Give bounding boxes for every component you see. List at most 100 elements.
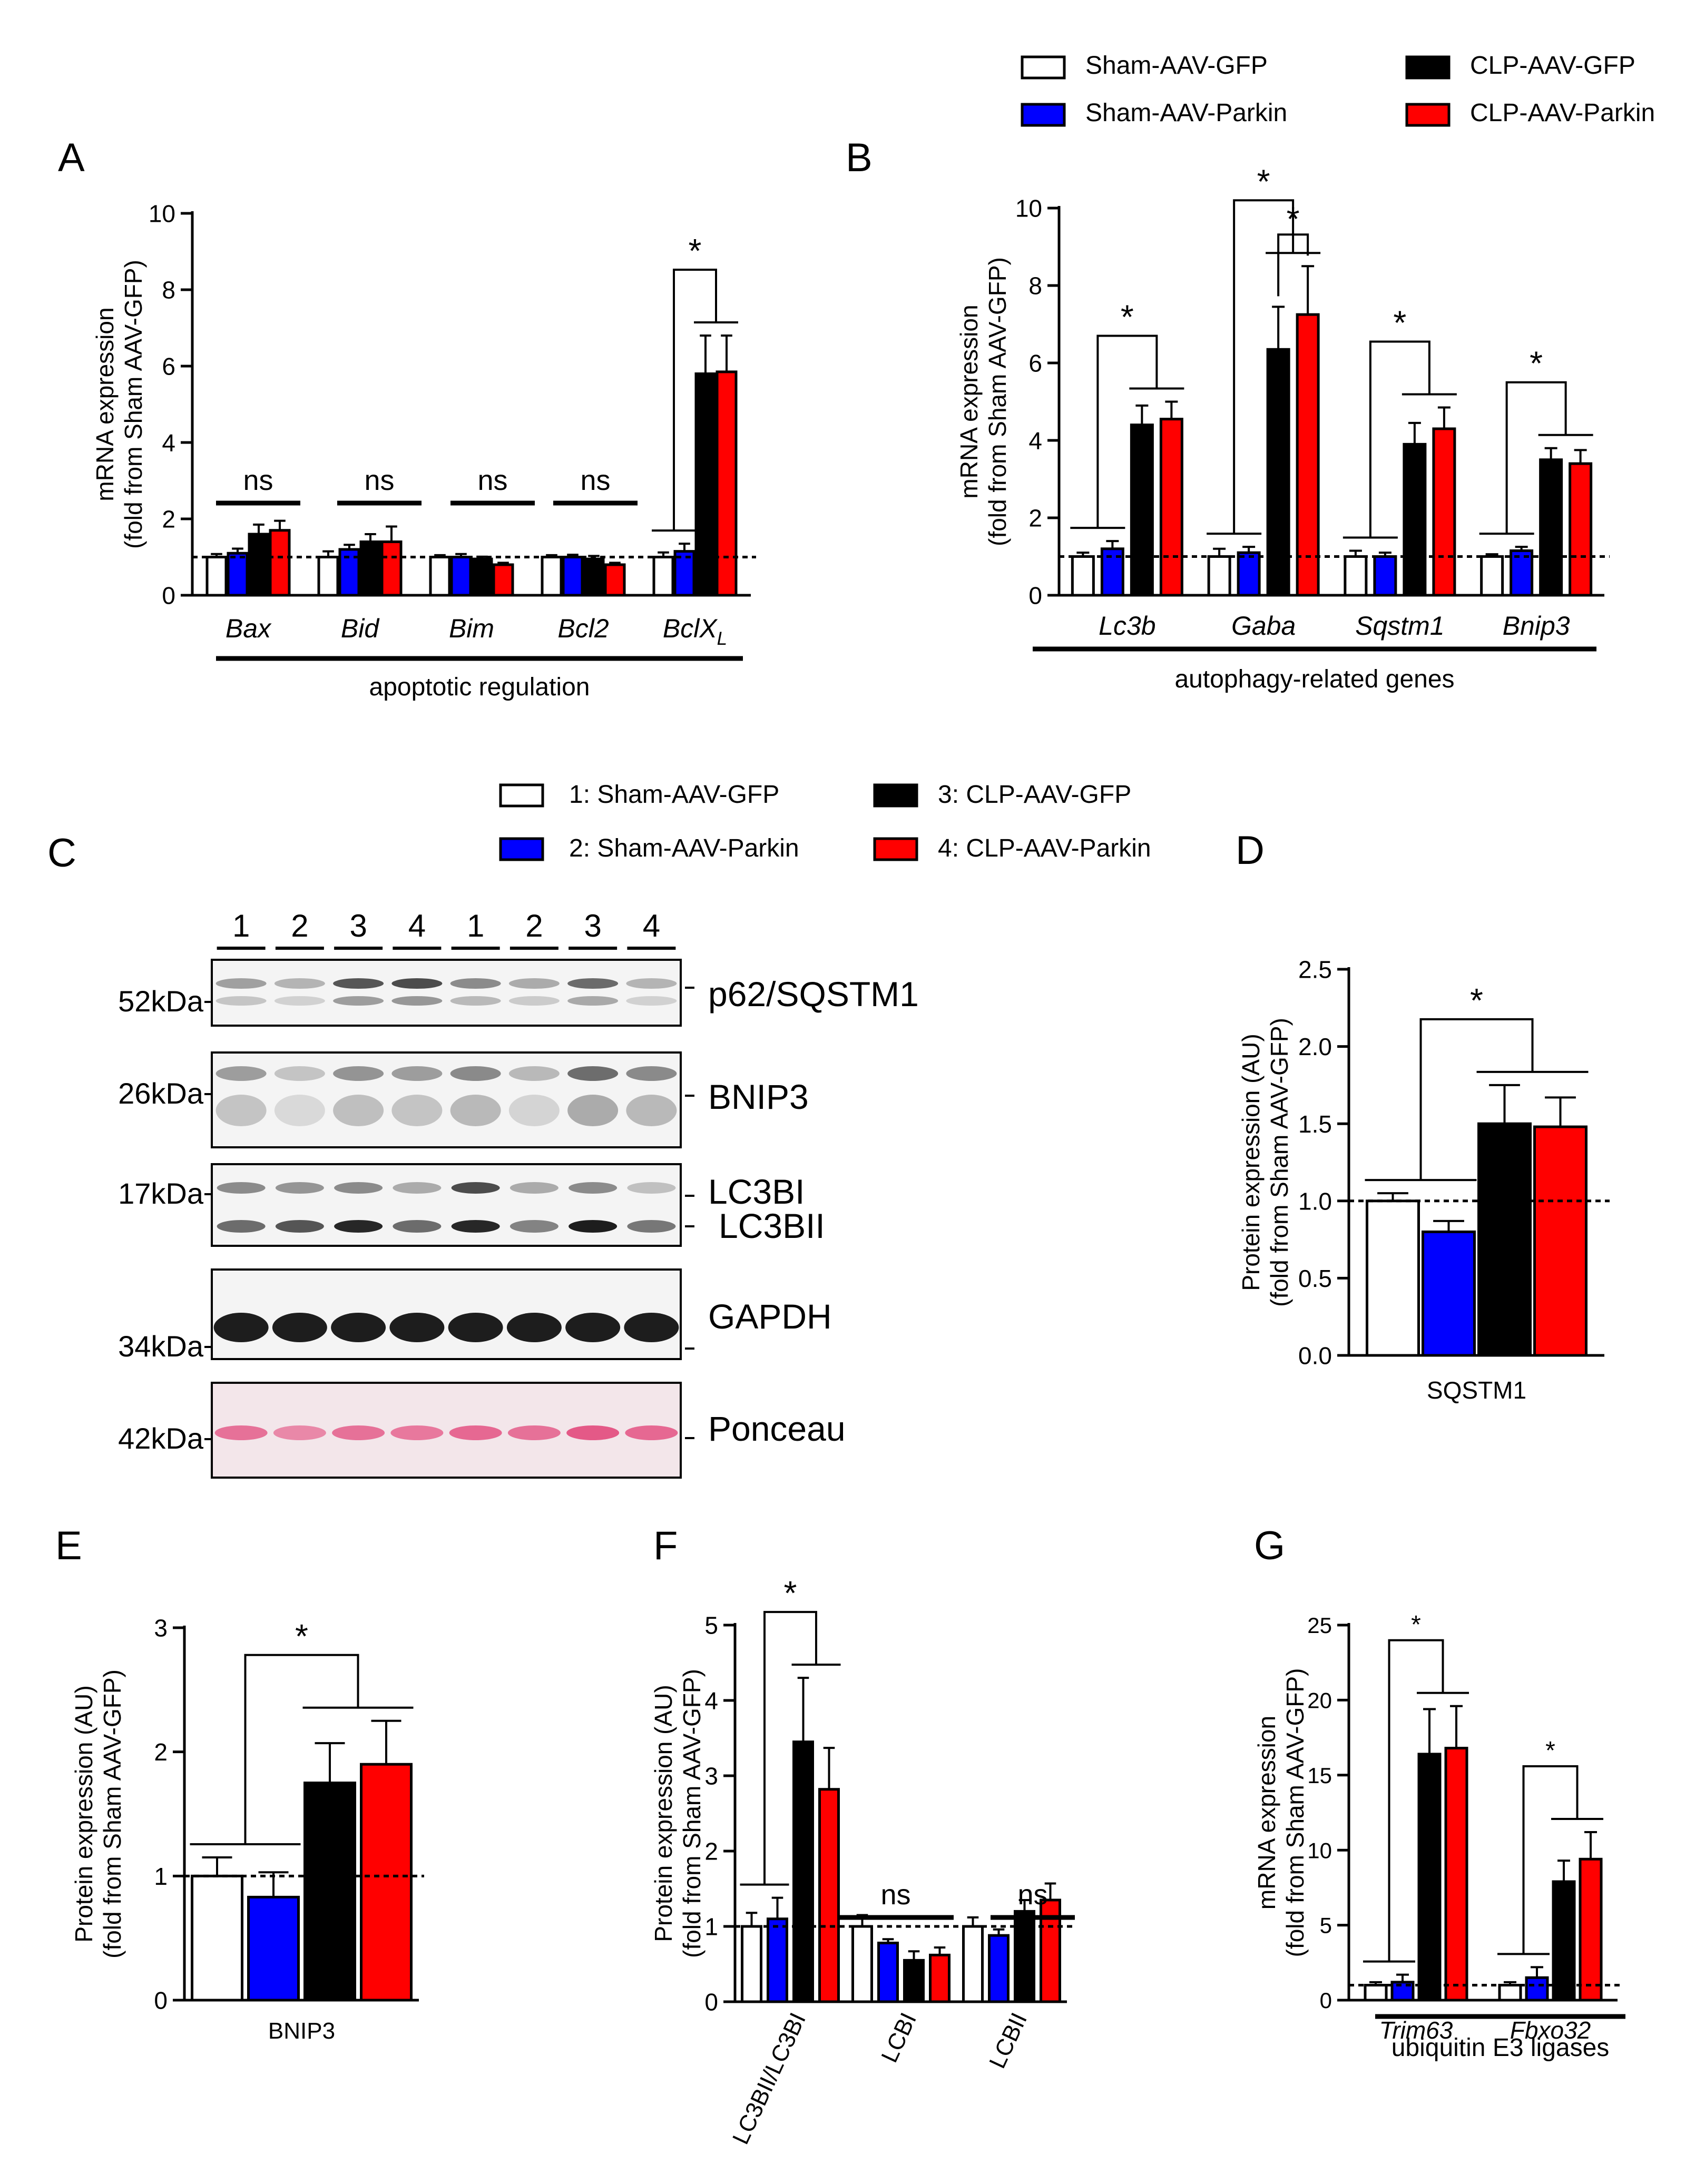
band bbox=[508, 1095, 560, 1126]
band bbox=[449, 1425, 502, 1440]
band bbox=[272, 1313, 327, 1342]
y-axis-label: mRNA expression(fold from Sham AAV-GFP) bbox=[91, 260, 147, 549]
panel-label-f: F bbox=[653, 1523, 678, 1568]
bar-sham-aav-parkin bbox=[562, 556, 584, 597]
bar-clp-aav-gfp bbox=[792, 1740, 814, 2003]
band bbox=[391, 996, 443, 1006]
marker-label: 17kDa bbox=[118, 1177, 204, 1210]
y-tick-label: 2 bbox=[704, 1838, 718, 1865]
category-label: Bcl2 bbox=[557, 614, 609, 643]
y-axis-label-line: Protein expression (AU) bbox=[650, 1685, 677, 1942]
category-label: BNIP3 bbox=[268, 2018, 335, 2044]
y-tick-label: 1.0 bbox=[1298, 1187, 1332, 1215]
y-axis-label-line: (fold from Sham AAV-GFP) bbox=[984, 257, 1011, 546]
ns-label: ns bbox=[477, 465, 507, 496]
y-tick-label: 2 bbox=[154, 1738, 168, 1766]
band bbox=[625, 1425, 678, 1440]
sig-bracket bbox=[244, 1654, 359, 1844]
panel-label-a: A bbox=[58, 135, 85, 180]
bar-clp-aav-gfp bbox=[248, 533, 270, 597]
band bbox=[213, 1313, 269, 1342]
category-label: Sqstm1 bbox=[1355, 611, 1445, 641]
band bbox=[566, 1425, 620, 1440]
ns-label: ns bbox=[243, 465, 273, 496]
bar-clp-aav-gfp bbox=[1552, 1880, 1576, 2002]
bar-sham-aav-gfp bbox=[741, 1925, 762, 2003]
sig-star: * bbox=[1257, 162, 1270, 200]
sig-star: * bbox=[295, 1617, 308, 1655]
y-tick-label: 5 bbox=[704, 1612, 718, 1639]
category-label: LC3BII/LC3BI bbox=[728, 2009, 811, 2149]
band bbox=[333, 1066, 384, 1081]
band bbox=[450, 978, 501, 989]
band bbox=[391, 1066, 443, 1081]
band bbox=[507, 1425, 561, 1440]
ns-label: ns bbox=[364, 465, 394, 496]
y-tick-label: 4 bbox=[1028, 427, 1042, 455]
category-label: Bim bbox=[449, 614, 494, 643]
bar-clp-aav-parkin bbox=[492, 563, 514, 597]
bar-clp-aav-gfp bbox=[903, 1959, 925, 2003]
target-label: Ponceau bbox=[708, 1409, 846, 1448]
bar-sham-aav-parkin bbox=[1422, 1230, 1476, 1357]
blot-strip-ponceau: 42kDa Ponceau bbox=[118, 1382, 846, 1479]
band bbox=[624, 1313, 679, 1342]
marker-label: 26kDa bbox=[118, 1077, 204, 1110]
bar-clp-aav-parkin bbox=[269, 529, 291, 597]
legend-mid: 1: Sham-AAV-GFP 2: Sham-AAV-Parkin 3: CL… bbox=[499, 781, 1151, 862]
sig-star-extra: * bbox=[1287, 200, 1300, 238]
blot-strip-p62sqstm1: 52kDa p62/SQSTM1 bbox=[118, 959, 919, 1027]
sig-star: * bbox=[1470, 981, 1483, 1019]
legend-mid-label-4: 4: CLP-AAV-Parkin bbox=[938, 834, 1151, 862]
bar-sham-aav-parkin bbox=[247, 1895, 300, 2002]
y-axis-label-line: mRNA expression bbox=[1253, 1716, 1280, 1910]
y-tick-label: 15 bbox=[1307, 1763, 1332, 1788]
band bbox=[508, 1066, 560, 1081]
y-axis-label: mRNA expression(fold from Sham AAV-GFP) bbox=[955, 257, 1011, 546]
y-tick-label: 0.0 bbox=[1298, 1342, 1332, 1370]
legend-mid-swatch-4 bbox=[873, 837, 918, 861]
bar-clp-aav-parkin bbox=[360, 1763, 413, 2002]
band bbox=[393, 1220, 442, 1233]
bar-sham-aav-gfp bbox=[1364, 1984, 1388, 2002]
y-tick-label: 25 bbox=[1307, 1613, 1332, 1638]
category-label: Trim63 bbox=[1379, 2016, 1453, 2044]
group-label: autophagy-related genes bbox=[1174, 665, 1454, 693]
band bbox=[215, 996, 267, 1006]
band bbox=[275, 1182, 324, 1194]
band bbox=[390, 1425, 444, 1440]
band bbox=[217, 1182, 266, 1194]
legend-top: Sham-AAV-GFP Sham-AAV-Parkin CLP-AAV-GFP… bbox=[1021, 52, 1655, 127]
lane-label: 1 bbox=[232, 908, 250, 943]
sig-star: * bbox=[689, 232, 702, 270]
y-tick-label: 6 bbox=[1028, 350, 1042, 377]
bar-sham-aav-gfp bbox=[1366, 1199, 1420, 1357]
band bbox=[508, 978, 560, 989]
band bbox=[333, 1095, 384, 1126]
legend-swatch-sham-gfp bbox=[1021, 55, 1066, 80]
band bbox=[450, 1095, 501, 1126]
legend-mid-swatch-1 bbox=[499, 783, 544, 808]
y-tick-label: 4 bbox=[162, 429, 175, 457]
bar-sham-aav-gfp bbox=[317, 556, 339, 597]
bar-sham-aav-parkin bbox=[1373, 555, 1397, 597]
sig-star: * bbox=[1530, 345, 1543, 382]
y-axis-label-line: (fold from Sham AAV-GFP) bbox=[1281, 1668, 1309, 1957]
band bbox=[567, 978, 619, 989]
bar-clp-aav-parkin bbox=[929, 1953, 951, 2003]
sig-bracket bbox=[1369, 340, 1430, 538]
category-label: LCBI bbox=[876, 2009, 922, 2067]
band bbox=[508, 996, 560, 1006]
bar-sham-aav-gfp bbox=[1344, 555, 1368, 597]
y-tick-label: 4 bbox=[704, 1687, 718, 1715]
bar-sham-aav-gfp bbox=[652, 556, 674, 597]
band bbox=[214, 1425, 268, 1440]
y-tick-label: 0 bbox=[162, 582, 175, 609]
panel-label-c: C bbox=[47, 831, 76, 875]
sig-bracket bbox=[1505, 381, 1567, 534]
legend-mid-swatch-3 bbox=[873, 783, 918, 808]
sig-star: * bbox=[1545, 1737, 1555, 1765]
bar-sham-aav-gfp bbox=[191, 1874, 243, 2002]
legend-mid-label-2: 2: Sham-AAV-Parkin bbox=[569, 834, 799, 862]
band bbox=[567, 1095, 619, 1126]
